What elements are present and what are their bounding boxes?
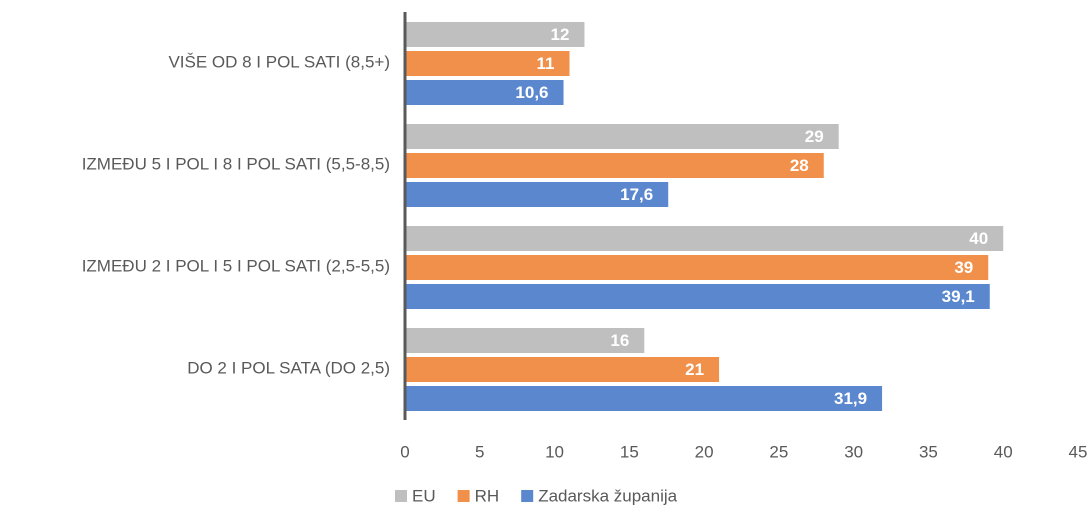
x-tick-label: 30 [844,442,863,461]
bar [405,226,1004,251]
bar [405,153,824,178]
x-tick-label: 45 [1069,442,1088,461]
legend-swatch [395,490,407,502]
legend-label: Zadarska županija [538,486,677,505]
x-tick-label: 25 [769,442,788,461]
bar [405,51,570,76]
x-tick-label: 40 [994,442,1013,461]
value-label: 40 [969,229,988,248]
x-tick-label: 0 [400,442,409,461]
value-label: 12 [551,25,570,44]
bar [405,255,989,280]
bar [405,284,990,309]
bar [405,328,645,353]
value-label: 31,9 [834,389,867,408]
legend-swatch [521,490,534,502]
x-tick-label: 35 [919,442,938,461]
value-label: 39,1 [942,287,975,306]
x-tick-label: 15 [620,442,639,461]
bar [405,357,720,382]
y-tick-label: DO 2 I POL SATA (DO 2,5) [187,358,390,377]
value-label: 16 [610,331,629,350]
value-label: 11 [537,54,555,73]
legend-label: RH [475,486,500,505]
bar [405,80,564,105]
y-tick-label: VIŠE OD 8 I POL SATI (8,5+) [168,52,390,71]
y-tick-label: IZMEĐU 2 I POL I 5 I POL SATI (2,5-5,5) [82,256,390,275]
value-label: 21 [685,360,704,379]
value-label: 39 [954,258,973,277]
x-tick-label: 5 [475,442,484,461]
bar [405,22,585,47]
value-label: 10,6 [515,83,548,102]
x-tick-label: 10 [545,442,564,461]
bar [405,124,839,149]
legend-swatch [457,490,470,502]
value-label: 29 [805,127,824,146]
value-label: 28 [790,156,809,175]
bar [405,386,883,411]
value-label: 17,6 [620,185,653,204]
bar [405,182,669,207]
legend-label: EU [412,486,436,505]
y-tick-label: IZMEĐU 5 I POL I 8 I POL SATI (5,5-8,5) [82,154,390,173]
x-tick-label: 20 [695,442,714,461]
